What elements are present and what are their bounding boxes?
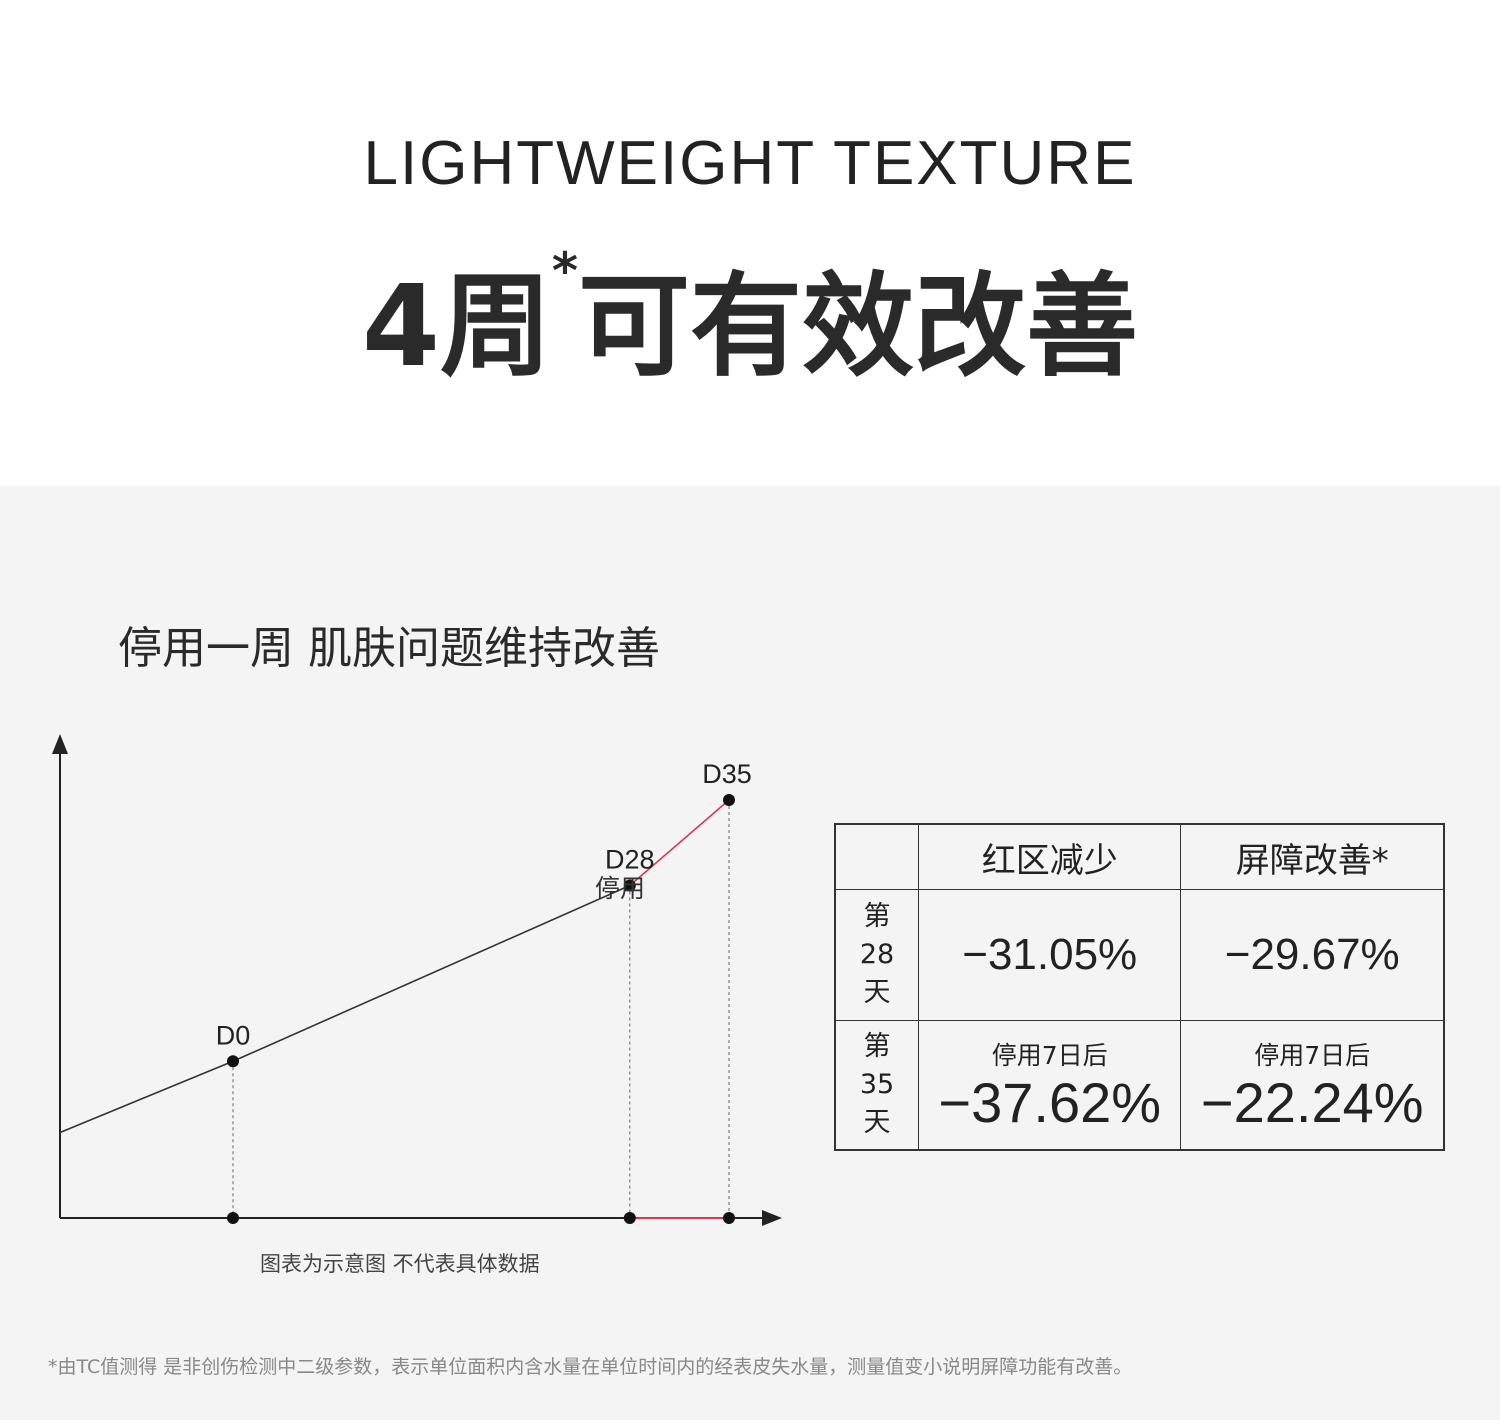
data-point-d35 xyxy=(723,794,735,806)
axis-tick-d28 xyxy=(623,1212,636,1224)
cell-value: −37.62% xyxy=(938,1071,1162,1134)
cell-note: 停用7日后 xyxy=(991,1041,1108,1070)
line-segment xyxy=(232,884,631,1062)
table-cell: −31.05% xyxy=(917,889,1182,1021)
footnote: *由TC值测得 是非创伤检测中二级参数，表示单位面积内含水量在单位时间内的经表皮… xyxy=(48,1356,1133,1378)
stop-annotation: 停用 xyxy=(595,874,645,903)
table-row: 第 28 天 −31.05% −29.67% xyxy=(834,889,1445,1021)
headline-asterisk: * xyxy=(551,242,579,300)
point-label: D28 xyxy=(605,845,655,875)
english-title: LIGHTWEIGHT TEXTURE xyxy=(363,129,1137,198)
data-point-d28 xyxy=(623,879,636,892)
axis-tick-d0 xyxy=(227,1212,239,1224)
row-label: 第 35 天 xyxy=(834,1020,919,1151)
headline: 4周*可有效改善 xyxy=(0,236,1500,398)
data-point-d0 xyxy=(227,1055,239,1068)
cell-value: −22.24% xyxy=(1200,1071,1424,1134)
chart-caption: 图表为示意图 不代表具体数据 xyxy=(260,1252,540,1276)
table-header-redness: 红区减少 xyxy=(917,823,1182,890)
axis-tick-d35 xyxy=(723,1212,735,1224)
results-table: 红区减少 屏障改善* 第 28 天 −31.05% −29.67% 第 35 天 停用7… xyxy=(834,823,1445,1151)
table-row: 第 35 天 停用7日后 −37.62% 停用7日后 −22.24% xyxy=(834,1020,1445,1151)
table-cell: 停用7日后 −22.24% xyxy=(1180,1020,1445,1151)
headline-post: 可有效改善 xyxy=(578,262,1139,392)
row-label: 第 28 天 xyxy=(834,889,919,1021)
line-segment xyxy=(59,1060,234,1134)
header-section: LIGHTWEIGHT TEXTURE 4周*可有效改善 xyxy=(0,0,1500,486)
trend-chart: D0 D28 D35 停用 xyxy=(52,734,782,1226)
table-cell: 停用7日后 −37.62% xyxy=(917,1020,1182,1151)
headline-pre: 4周 xyxy=(361,262,552,392)
section-subtitle: 停用一周 肌肤问题维持改善 xyxy=(118,623,660,674)
table-cell: −29.67% xyxy=(1180,889,1445,1021)
point-label: D35 xyxy=(702,759,752,789)
table-header-barrier: 屏障改善* xyxy=(1180,823,1445,890)
table-header-row: 红区减少 屏障改善* xyxy=(834,823,1445,890)
stop-segment xyxy=(629,799,730,887)
point-label: D0 xyxy=(216,1020,251,1050)
cell-note: 停用7日后 xyxy=(1254,1041,1371,1070)
table-header-empty xyxy=(834,823,919,890)
